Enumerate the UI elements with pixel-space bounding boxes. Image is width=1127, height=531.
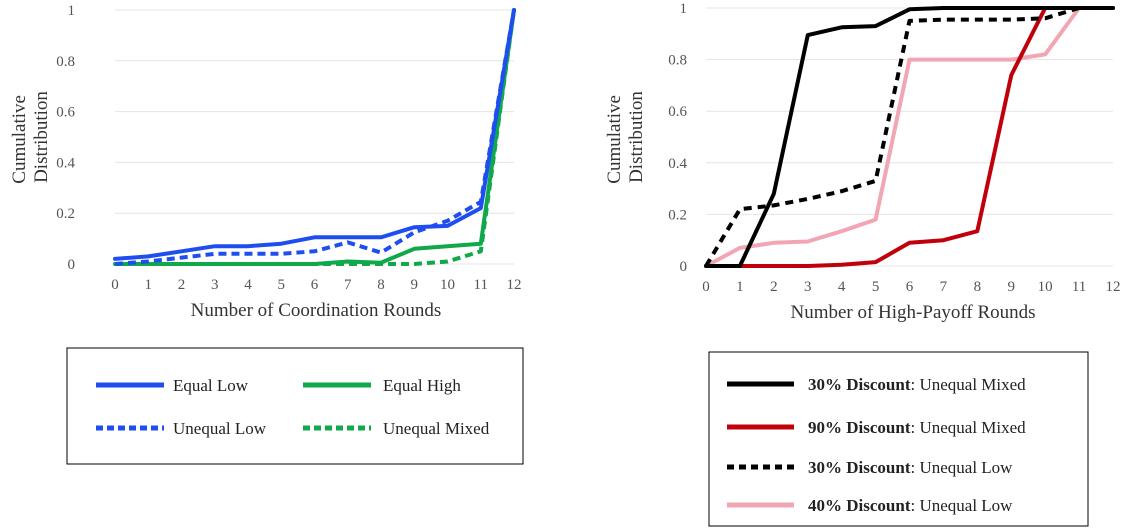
right-chart-series-lines (704, 6, 1115, 268)
lc-y-tick-label: 0.4 (56, 155, 75, 171)
legend-label-rest: : Unequal Low (910, 458, 1013, 477)
left-chart-y-axis-label-line2: Distribution (31, 91, 52, 183)
lc-y-tick-label: 0.6 (56, 105, 75, 121)
lc-x-tick-label: 2 (178, 277, 186, 293)
lc-x-tick-label: 11 (474, 277, 488, 293)
lc-y-tick-label: 0.8 (56, 54, 75, 70)
legend-label: 30% Discount: Unequal Mixed (808, 375, 1026, 394)
rc-x-tick-label: 8 (974, 279, 982, 295)
left-chart-series-lines (113, 8, 516, 266)
rc-y-tick-label: 0 (680, 259, 688, 275)
legend-label-bold: 30% Discount (808, 375, 911, 394)
legend-label: Equal High (383, 376, 461, 395)
right-chart-y-ticks: 0 0.2 0.4 0.6 0.8 1 (668, 1, 687, 275)
legend-label-bold: 30% Discount (808, 458, 911, 477)
rc-x-tick-label: 2 (770, 279, 778, 295)
legend-label: Unequal Mixed (383, 419, 490, 438)
lc-x-tick-label: 0 (111, 277, 119, 293)
rc-x-tick-label: 12 (1106, 279, 1121, 295)
left-chart-y-axis-label-line1: Cumulative (9, 95, 30, 184)
left-chart-y-ticks: 0 0.2 0.4 0.6 0.8 1 (56, 3, 75, 273)
rc-series-line-0 (704, 6, 1115, 268)
left-legend: Equal Low Equal High Unequal Low Unequal Mi… (66, 347, 524, 465)
lc-series-line-3 (115, 9, 516, 266)
rc-x-tick-label: 9 (1008, 279, 1016, 295)
legend-label: Equal Low (173, 376, 249, 395)
rc-x-tick-label: 0 (702, 279, 710, 295)
left-legend-box (66, 347, 524, 465)
rc-y-tick-label: 0.8 (668, 53, 687, 69)
left-legend-item: Equal Low (96, 376, 249, 395)
lc-y-tick-label: 1 (68, 3, 76, 19)
legend-label-rest: : Unequal Mixed (910, 375, 1026, 394)
right-chart: 00.20.40.60.81 0 1 2 3 4 5 6 7 8 9 10 11 12 Number o… (604, 1, 1121, 323)
left-chart-y-axis-label: Cumulative Distribution (9, 90, 52, 183)
right-legend-item: 30% Discount: Unequal Mixed (727, 375, 1026, 394)
rc-x-tick-label: 5 (872, 279, 880, 295)
rc-x-tick-label: 7 (940, 279, 948, 295)
rc-series-line-3 (704, 6, 1115, 268)
lc-y-tick-label: 0.2 (56, 206, 75, 222)
left-chart-x-ticks: 0 1 2 3 4 5 6 7 8 9 10 11 12 (111, 277, 521, 293)
lc-x-tick-label: 5 (278, 277, 286, 293)
rc-y-tick-label: 0.4 (668, 156, 687, 172)
legend-label: 30% Discount: Unequal Low (808, 458, 1013, 477)
lc-x-tick-label: 6 (311, 277, 319, 293)
rc-y-tick-label: 0.2 (668, 207, 687, 223)
rc-x-tick-label: 4 (838, 279, 846, 295)
right-chart-x-axis-label: Number of High-Payoff Rounds (790, 302, 1035, 323)
right-chart-y-axis-label: Cumulative Distribution (604, 90, 647, 183)
rc-x-tick-label: 1 (736, 279, 744, 295)
lc-x-tick-label: 3 (211, 277, 219, 293)
rc-series-line-2 (704, 6, 1113, 268)
lc-x-tick-label: 4 (244, 277, 252, 293)
legend-label: Unequal Low (173, 419, 267, 438)
lc-series-line-1 (113, 8, 516, 266)
legend-label-bold: 90% Discount (808, 418, 911, 437)
rc-x-tick-label: 10 (1038, 279, 1053, 295)
right-chart-y-axis-label-line1: Cumulative (604, 95, 625, 184)
lc-x-tick-label: 12 (507, 277, 522, 293)
right-legend-item: 90% Discount: Unequal Mixed (727, 418, 1026, 437)
lc-x-tick-label: 8 (377, 277, 385, 293)
right-chart-y-axis-label-line2: Distribution (626, 91, 647, 183)
rc-x-tick-label: 6 (906, 279, 914, 295)
right-chart-x-ticks: 0 1 2 3 4 5 6 7 8 9 10 11 12 (702, 279, 1120, 295)
legend-label-rest: : Unequal Low (910, 496, 1013, 515)
rc-y-tick-label: 1 (680, 1, 688, 17)
legend-label-rest: : Unequal Mixed (910, 418, 1026, 437)
legend-label-bold: 40% Discount (808, 496, 911, 515)
lc-x-tick-label: 7 (344, 277, 352, 293)
right-legend-box (708, 351, 1089, 527)
legend-label: 90% Discount: Unequal Mixed (808, 418, 1026, 437)
left-legend-item: Equal High (303, 376, 461, 395)
lc-x-tick-label: 10 (440, 277, 455, 293)
lc-y-tick-label: 0 (68, 257, 76, 273)
legend-label: 40% Discount: Unequal Low (808, 496, 1013, 515)
rc-y-tick-label: 0.6 (668, 104, 687, 120)
right-legend-item: 40% Discount: Unequal Low (727, 496, 1013, 515)
lc-series-line-2 (114, 9, 516, 266)
rc-x-tick-label: 11 (1072, 279, 1086, 295)
right-legend-item: 30% Discount: Unequal Low (727, 458, 1013, 477)
rc-x-tick-label: 3 (804, 279, 812, 295)
lc-x-tick-label: 1 (145, 277, 153, 293)
left-legend-item: Unequal Low (96, 419, 267, 438)
left-chart-x-axis-label: Number of Coordination Rounds (191, 300, 442, 321)
lc-x-tick-label: 9 (411, 277, 419, 293)
lc-series-line-0 (113, 8, 516, 261)
left-legend-items: Equal Low Equal High Unequal Low Unequal Mi… (96, 376, 490, 438)
left-legend-item: Unequal Mixed (303, 419, 490, 438)
left-chart-gridlines (115, 9, 514, 265)
left-chart: 00.20.40.60.81 0 1 2 3 4 5 6 7 8 9 10 11 12 Number o… (9, 3, 522, 321)
